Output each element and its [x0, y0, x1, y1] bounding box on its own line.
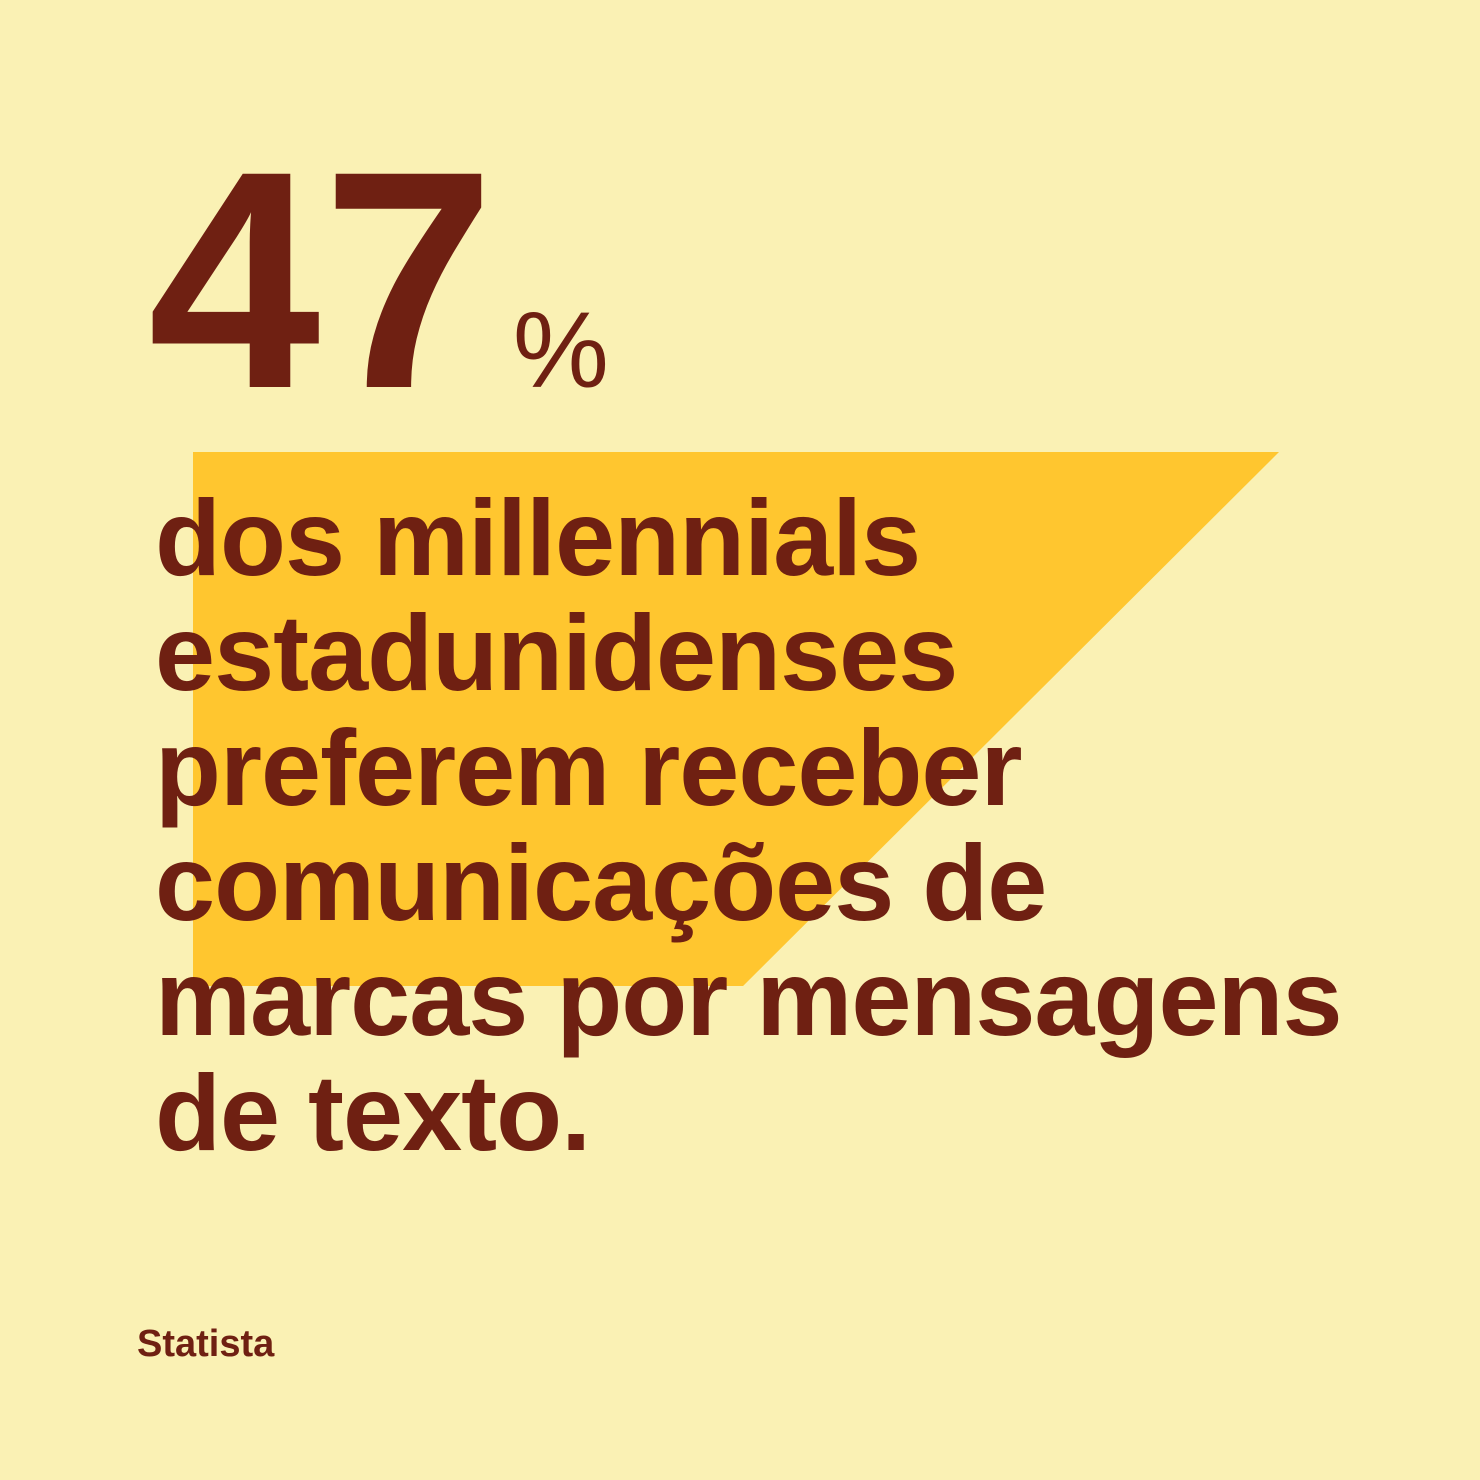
- source-attribution: Statista: [137, 1323, 275, 1365]
- statement-line: marcas por mensagens: [155, 937, 1343, 1058]
- stat-description: dos millennials estadunidenses preferem …: [155, 477, 1343, 1173]
- statement-line: de texto.: [155, 1052, 591, 1173]
- statement-line: estadunidenses: [155, 592, 958, 713]
- stat-value: 47: [148, 106, 497, 453]
- stat-headline: 47 %: [148, 125, 609, 435]
- statement-line: preferem receber: [155, 707, 1023, 828]
- statement-line: dos millennials: [155, 477, 921, 598]
- stat-unit-percent: %: [512, 289, 609, 410]
- statement-line: comunicações de: [155, 822, 1047, 943]
